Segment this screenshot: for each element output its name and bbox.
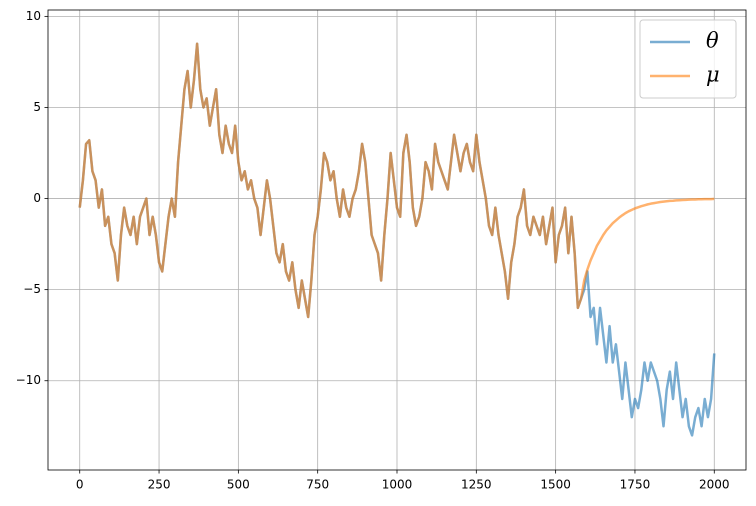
x-tick-label: 500 [227, 478, 250, 492]
x-tick-label: 1250 [461, 478, 492, 492]
legend-box [639, 19, 737, 99]
plot-frame [47, 9, 747, 471]
x-tick-label: 2000 [699, 478, 730, 492]
series-line [78, 42, 715, 319]
x-tick-label: 1500 [540, 478, 571, 492]
y-tick-label: 0 [33, 191, 41, 205]
y-tick-label: −10 [16, 373, 41, 387]
x-tick-label: 0 [76, 478, 84, 492]
x-tick-label: 250 [148, 478, 171, 492]
x-tick-label: 1000 [382, 478, 413, 492]
x-tick-label: 750 [306, 478, 329, 492]
legend-label: θ [706, 29, 719, 53]
y-tick-label: 5 [33, 100, 41, 114]
y-tick-label: 10 [26, 9, 41, 23]
legend-label: μ [706, 63, 720, 87]
x-tick-label: 1750 [620, 478, 651, 492]
y-tick-label: −5 [23, 282, 41, 296]
legend: θμ [639, 19, 737, 99]
